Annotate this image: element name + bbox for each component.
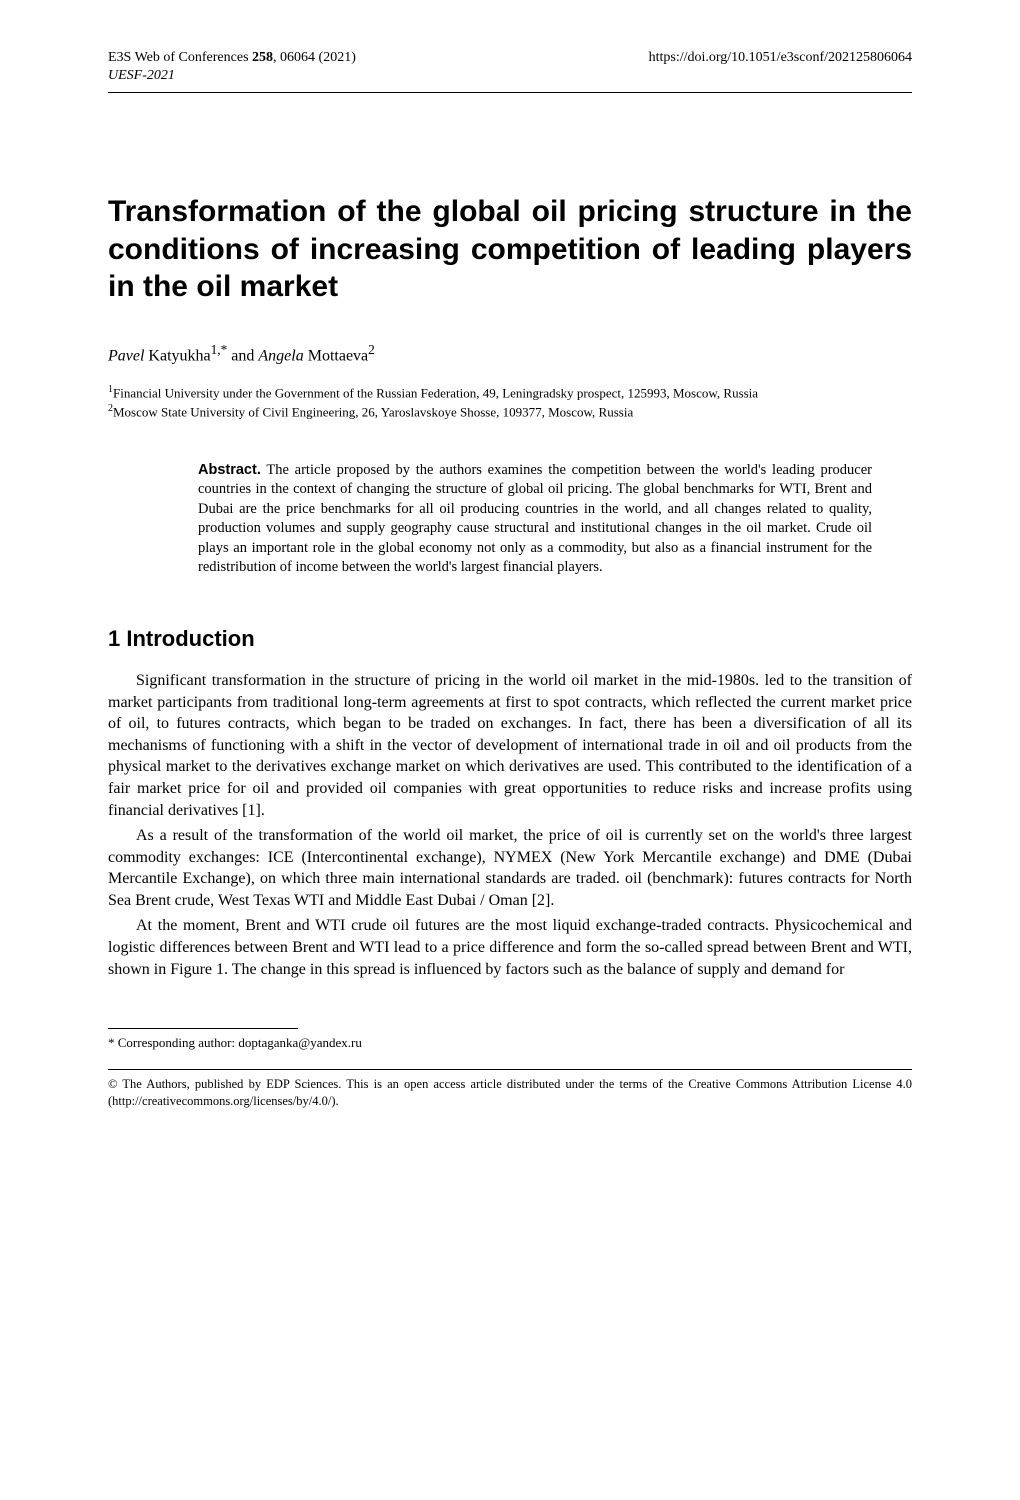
author1-sup: 1,*	[211, 342, 228, 357]
aff2-text: Moscow State University of Civil Enginee…	[113, 404, 633, 419]
aff1-text: Financial University under the Governmen…	[113, 385, 758, 400]
abstract: Abstract. The article proposed by the au…	[198, 461, 872, 578]
body-paragraph-3: At the moment, Brent and WTI crude oil f…	[108, 915, 912, 980]
header-rule	[108, 92, 912, 93]
abstract-label: Abstract.	[198, 462, 261, 478]
license-text: © The Authors, published by EDP Sciences…	[108, 1076, 912, 1109]
author1-last: Katyukha	[144, 347, 210, 364]
affiliations: 1Financial University under the Governme…	[108, 383, 912, 421]
corresponding-footnote: * Corresponding author: doptaganka@yande…	[108, 1035, 912, 1051]
affiliation-2: 2Moscow State University of Civil Engine…	[108, 402, 912, 421]
journal-suffix: , 06064 (2021)	[273, 50, 356, 65]
paper-title: Transformation of the global oil pricing…	[108, 193, 912, 306]
running-header: E3S Web of Conferences 258, 06064 (2021)…	[108, 50, 912, 66]
authors-joiner: and	[227, 347, 258, 364]
body-paragraph-1: Significant transformation in the struct…	[108, 670, 912, 821]
header-conference: UESF-2021	[108, 68, 912, 84]
authors-line: Pavel Katyukha1,* and Angela Mottaeva2	[108, 342, 912, 365]
author1-first: Pavel	[108, 347, 144, 364]
author2-first: Angela	[258, 347, 303, 364]
section-heading: 1 Introduction	[108, 626, 912, 652]
author2-sup: 2	[368, 342, 375, 357]
journal-prefix: E3S Web of Conferences	[108, 50, 252, 65]
page: E3S Web of Conferences 258, 06064 (2021)…	[0, 0, 1020, 1149]
footnote-rule	[108, 1028, 298, 1029]
body-paragraph-2: As a result of the transformation of the…	[108, 825, 912, 911]
footnote-text: Corresponding author: doptaganka@yandex.…	[115, 1035, 362, 1050]
license-rule	[108, 1069, 912, 1070]
affiliation-1: 1Financial University under the Governme…	[108, 383, 912, 402]
header-journal: E3S Web of Conferences 258, 06064 (2021)	[108, 50, 356, 66]
author2-last: Mottaeva	[304, 347, 368, 364]
header-doi: https://doi.org/10.1051/e3sconf/20212580…	[649, 50, 912, 66]
journal-volume: 258	[252, 50, 273, 65]
abstract-text: The article proposed by the authors exam…	[198, 462, 872, 576]
